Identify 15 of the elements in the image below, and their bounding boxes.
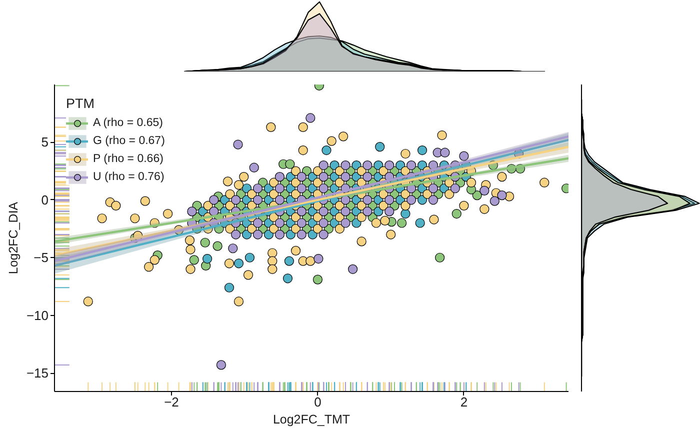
legend-label: G (rho = 0.67) <box>93 134 165 149</box>
y-tick-label: 5 <box>41 134 49 150</box>
y-axis-title: Log2FC_DIA <box>6 201 20 274</box>
x-axis-title: Log2FC_TMT <box>272 412 350 426</box>
x-tick-label: 2 <box>460 394 468 410</box>
legend-title: PTM <box>66 96 96 111</box>
x-tick-label: 0 <box>314 394 322 410</box>
y-tick-label: −10 <box>26 308 49 323</box>
legend-label: P (rho = 0.66) <box>93 152 164 167</box>
x-tick-label: −2 <box>164 394 179 410</box>
legend-label: A (rho = 0.65) <box>93 116 163 131</box>
legend-label: U (rho = 0.76) <box>93 170 164 185</box>
y-tick-label: −5 <box>34 250 49 266</box>
y-tick-label: 0 <box>41 192 49 208</box>
y-tick-label: −15 <box>26 366 49 381</box>
